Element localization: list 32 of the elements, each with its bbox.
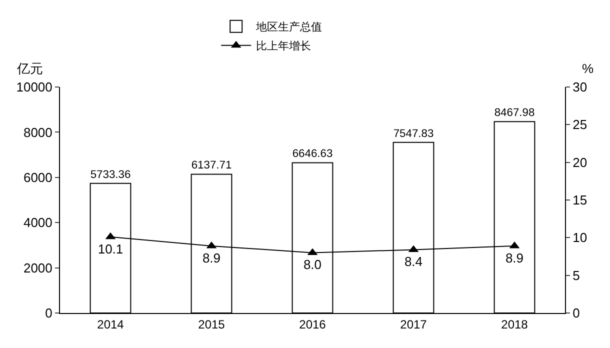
data-label: 8.0: [303, 257, 322, 272]
y2-axis-title: %: [582, 61, 594, 76]
data-label: 7547.83: [393, 128, 434, 140]
y-tick-label: 4000: [23, 215, 52, 230]
y2-tick-label: 10: [572, 230, 588, 246]
x-tick-label: 2015: [198, 317, 226, 332]
y2-tick-label: 30: [572, 80, 588, 95]
x-tick-label: 2014: [97, 317, 124, 332]
y-tick-label: 8000: [23, 124, 52, 140]
y-axis-title: 亿元: [16, 61, 43, 76]
x-tick-label: 2018: [501, 317, 528, 332]
data-label: 5733.36: [90, 168, 131, 181]
y-tick-label: 10000: [16, 80, 52, 95]
legend-label: 地区生产总值: [255, 20, 322, 34]
y2-tick-label: 25: [572, 117, 588, 132]
data-label: 10.1: [98, 241, 124, 256]
legend-label: 比上年增长: [256, 40, 312, 53]
data-label: 8.4: [404, 254, 423, 270]
y2-tick-label: 20: [572, 154, 588, 170]
data-label: 6137.71: [191, 160, 232, 172]
x-tick-label: 2016: [299, 317, 326, 332]
y2-tick-label: 15: [572, 192, 588, 208]
data-label: 8.9: [505, 250, 524, 266]
x-tick-label: 2017: [400, 317, 428, 332]
y2-tick-label: 0: [572, 306, 580, 321]
y-tick-label: 2000: [23, 260, 52, 276]
y-tick-label: 0: [45, 306, 52, 321]
y-tick-label: 6000: [23, 170, 52, 185]
data-label: 8467.98: [494, 107, 535, 120]
data-label: 6646.63: [292, 148, 333, 160]
data-label: 8.9: [202, 250, 221, 266]
y2-tick-label: 5: [572, 268, 580, 283]
